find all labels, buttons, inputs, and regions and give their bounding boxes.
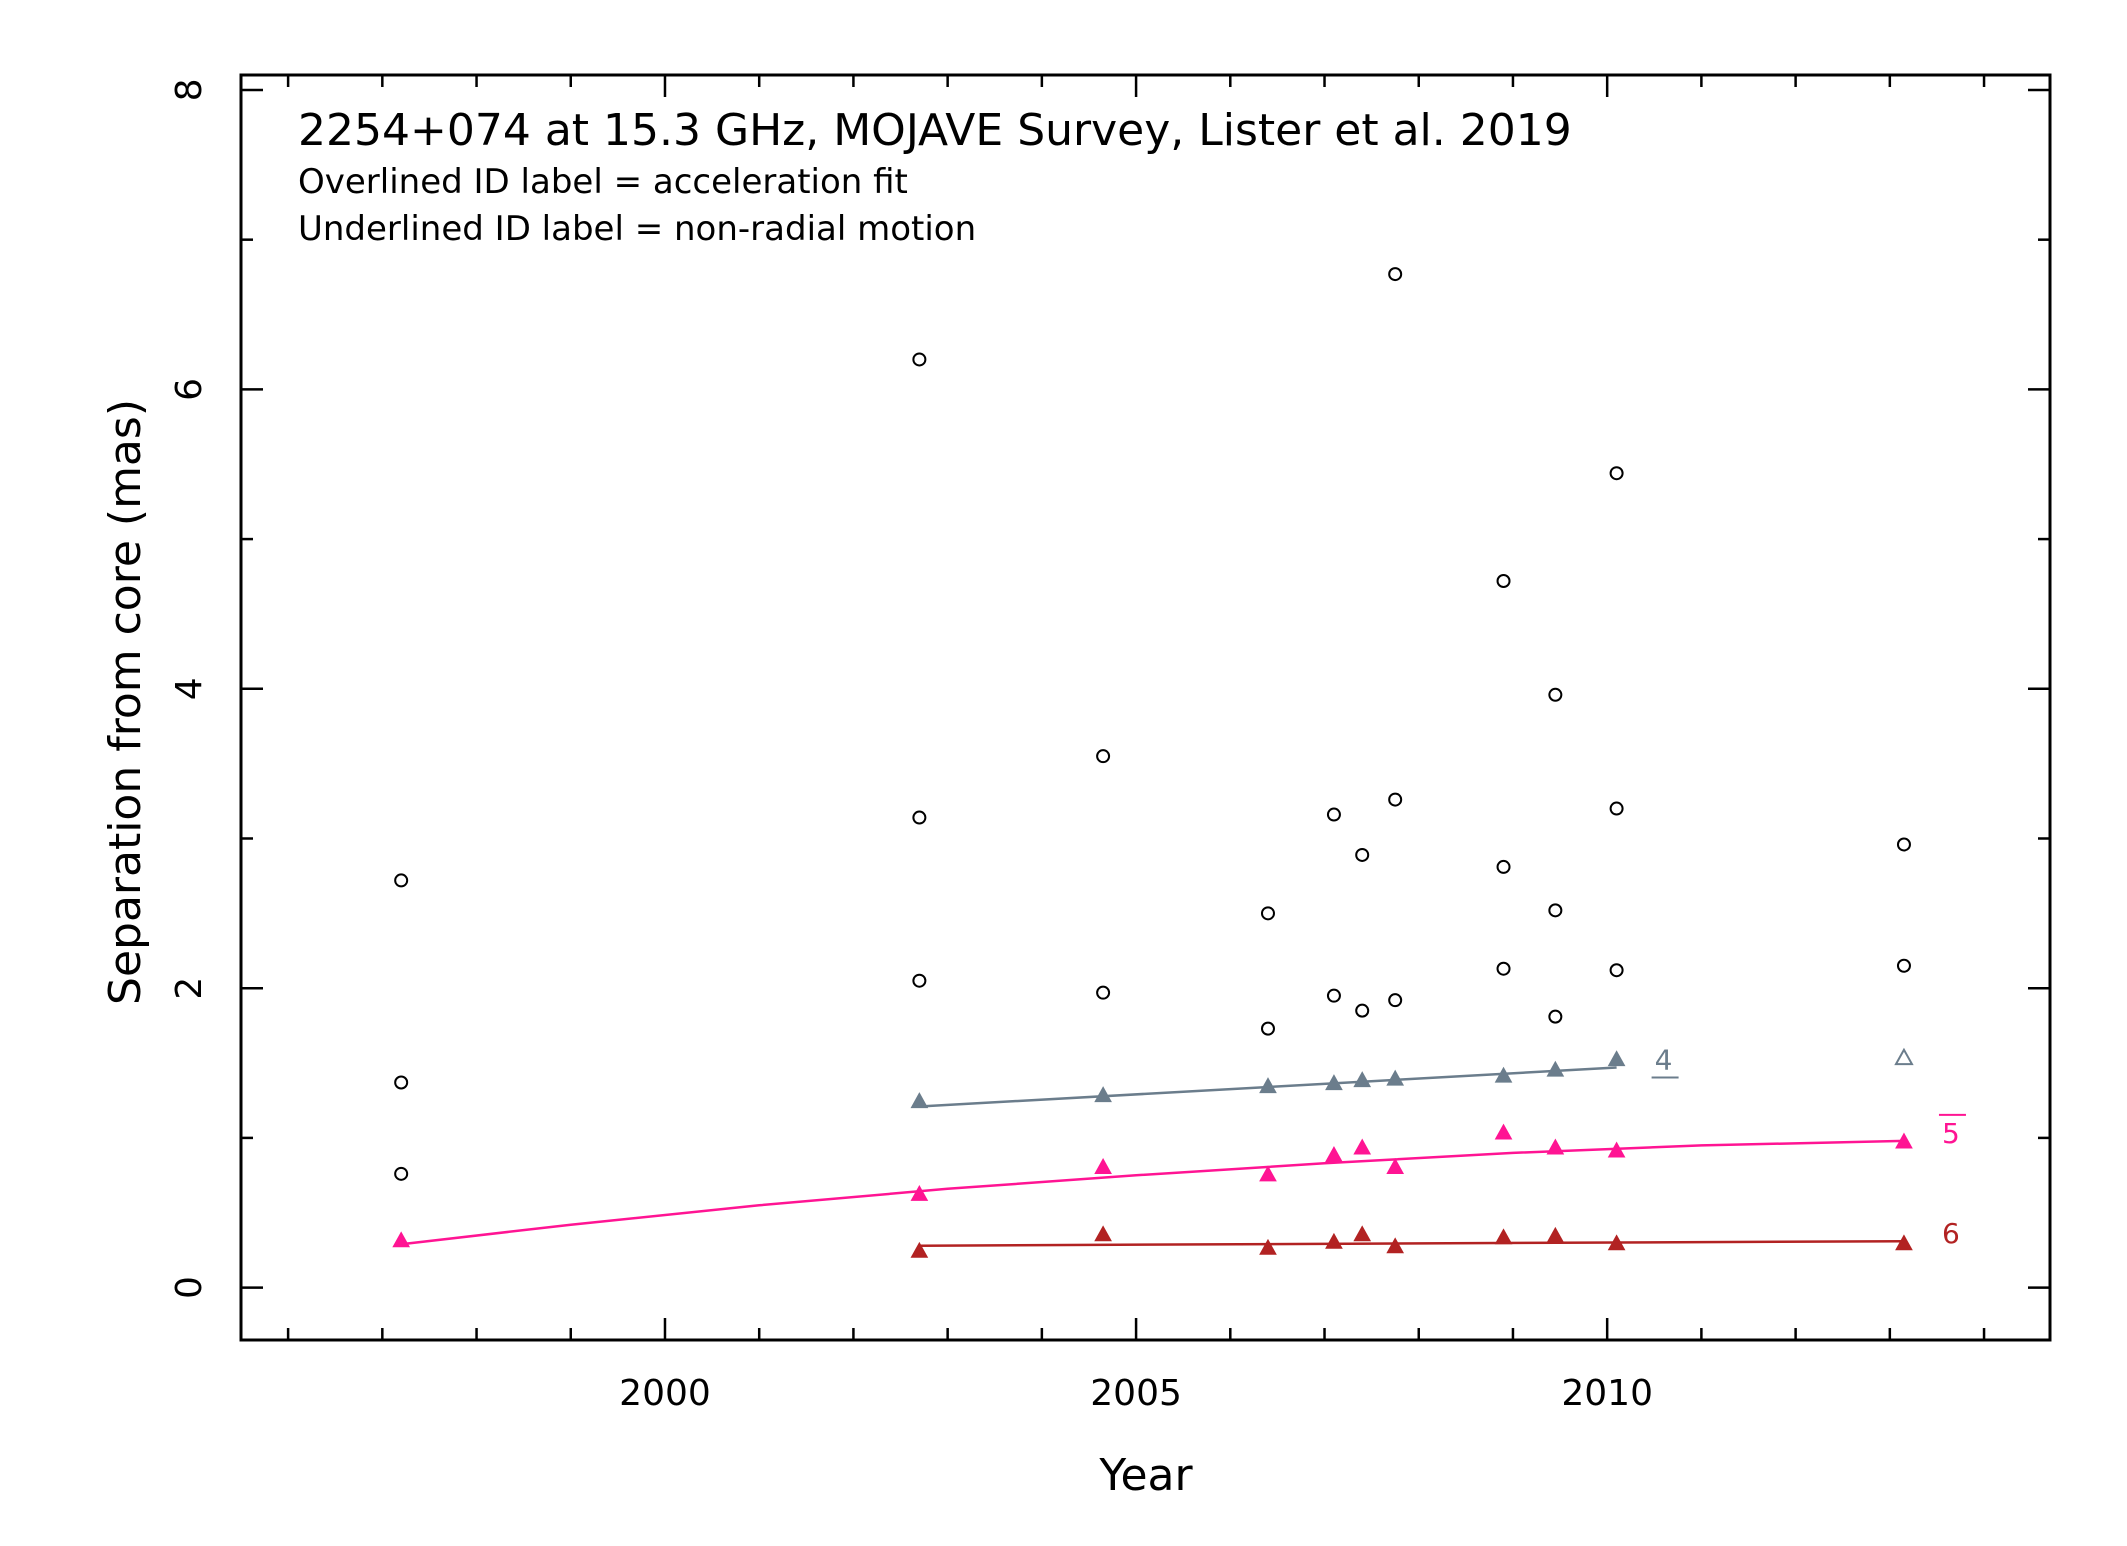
point-series-5 (1895, 1132, 1913, 1149)
fit-lines (401, 1066, 1905, 1247)
unassigned-point (1548, 1009, 1563, 1024)
data-points (392, 267, 1914, 1258)
unassigned-point (1896, 837, 1911, 852)
chart-subtitle-line-1: Overlined ID label = acceleration fit (298, 162, 908, 202)
unassigned-point (1096, 985, 1111, 1000)
point-series-4 (1094, 1086, 1112, 1103)
point-series-5 (1353, 1138, 1372, 1155)
point-series-6 (1094, 1225, 1112, 1242)
point-series-4 (1325, 1074, 1343, 1091)
unassigned-point (1548, 903, 1563, 918)
y-tick-label: 0 (169, 1276, 210, 1299)
x-tick-label: 2010 (1561, 1373, 1653, 1414)
point-series-6 (1546, 1226, 1565, 1243)
open-point-series-4 (1894, 1047, 1914, 1066)
plot-frame (239, 73, 2052, 1342)
plot-area: 4 5 6 (239, 73, 2052, 1342)
unassigned-point (1496, 574, 1511, 588)
point-series-5 (1094, 1158, 1112, 1174)
unassigned-point (1260, 1021, 1275, 1036)
fit-line-5 (401, 1139, 1905, 1246)
series-id-labels: 4 5 6 (1651, 1044, 1966, 1250)
point-series-4 (1353, 1071, 1372, 1088)
unassigned-point (1260, 906, 1275, 921)
point-series-6 (1353, 1225, 1372, 1242)
unassigned-point (1548, 687, 1563, 702)
point-series-6 (910, 1241, 929, 1258)
point-series-4 (1494, 1066, 1513, 1083)
point-series-4 (1259, 1077, 1277, 1094)
x-tick-label: 2000 (619, 1373, 711, 1414)
unassigned-point (1896, 958, 1911, 973)
point-series-6 (1259, 1238, 1277, 1255)
series-label-4: 4 (1655, 1044, 1673, 1077)
x-axis-title: Year (1098, 1450, 1193, 1501)
point-series-5 (1607, 1141, 1626, 1158)
unassigned-point (1609, 801, 1624, 816)
point-series-4 (1607, 1050, 1626, 1067)
fit-line-6 (919, 1239, 1905, 1247)
chart-subtitle-line-2: Underlined ID label = non-radial motion (298, 209, 976, 249)
y-tick-label: 8 (169, 79, 210, 102)
unassigned-point (1609, 963, 1624, 978)
unassigned-point (1388, 792, 1403, 807)
point-series-5 (910, 1184, 929, 1201)
y-tick-label: 4 (169, 677, 210, 700)
unassigned-point (912, 973, 927, 988)
point-series-5 (1325, 1146, 1343, 1162)
unassigned-point (1326, 988, 1341, 1003)
unassigned-point (394, 1075, 409, 1090)
tick-labels: 2000 2005 2010 0 2 4 6 8 (169, 79, 1653, 1414)
point-series-6 (1607, 1234, 1626, 1251)
series-label-6: 6 (1942, 1217, 1960, 1250)
point-series-5 (1494, 1123, 1513, 1140)
point-series-5 (1259, 1165, 1277, 1182)
point-series-5 (1546, 1138, 1565, 1155)
point-series-4 (910, 1092, 929, 1109)
x-tick-label: 2005 (1090, 1373, 1182, 1414)
unassigned-point (1355, 847, 1370, 862)
point-series-5 (392, 1231, 411, 1248)
chart-title: 2254+074 at 15.3 GHz, MOJAVE Survey, Lis… (298, 105, 1572, 156)
unassigned-point (394, 1166, 409, 1181)
unassigned-point (912, 352, 927, 367)
y-axis-title: Separation from core (mas) (100, 399, 151, 1005)
unassigned-point (1388, 993, 1403, 1008)
unassigned-point (1496, 859, 1511, 874)
y-tick-label: 2 (169, 977, 210, 1000)
y-tick-label: 6 (169, 378, 210, 401)
point-series-4 (1546, 1060, 1565, 1077)
point-series-6 (1494, 1228, 1513, 1245)
unassigned-point (912, 810, 927, 825)
unassigned-point (1096, 749, 1111, 764)
unassigned-point (1388, 267, 1403, 282)
point-series-6 (1325, 1232, 1343, 1249)
series-label-5: 5 (1942, 1117, 1960, 1150)
point-series-5 (1386, 1158, 1405, 1174)
unassigned-point (1355, 1003, 1370, 1018)
unassigned-point (1609, 466, 1624, 481)
unassigned-point (1326, 807, 1341, 822)
point-series-4 (1386, 1069, 1405, 1086)
point-series-6 (1895, 1234, 1913, 1251)
axis-ticks (241, 75, 2050, 1340)
unassigned-point (394, 873, 409, 888)
point-series-6 (1386, 1237, 1405, 1254)
unassigned-point (1496, 961, 1511, 976)
